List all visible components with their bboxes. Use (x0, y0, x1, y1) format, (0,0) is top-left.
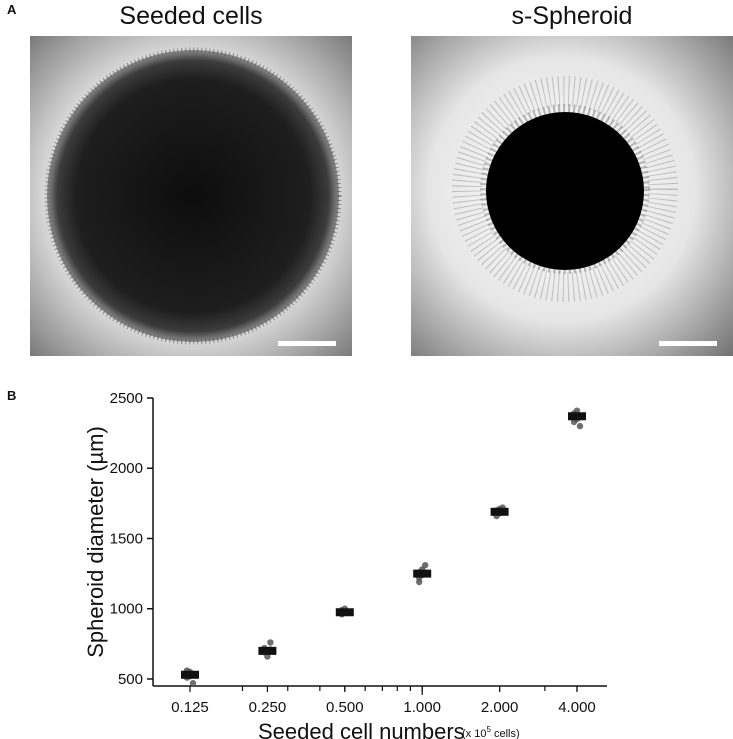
median-box (258, 646, 277, 655)
panel-a-letter: A (7, 2, 17, 17)
data-point (189, 679, 197, 687)
scale-bar (278, 341, 336, 346)
data-point (422, 561, 429, 569)
x-axis-unit: (x 105 cells) (462, 725, 520, 739)
median-box (413, 569, 432, 578)
data-point (416, 578, 423, 586)
s-spheroid-micrograph (411, 36, 733, 356)
data-point (264, 653, 271, 660)
data-point (576, 422, 584, 430)
x-tick-label: 0.250 (249, 699, 287, 716)
x-tick-label: 2.000 (481, 699, 519, 716)
s-spheroid-title: s-Spheroid (511, 2, 633, 30)
seeded-cells-title: Seeded cells (119, 2, 263, 30)
median-box (181, 670, 199, 679)
scale-bar (659, 341, 717, 346)
spheroid-diameter-chart: 500 1000 1500 2000 2500 0.125 0.250 0.500 1.000 2… (83, 390, 607, 739)
panel-b-letter: B (7, 388, 17, 403)
median-box (490, 507, 509, 516)
data-point (573, 407, 581, 414)
y-axis-title: Spheroid diameter (µm) (83, 426, 108, 658)
median-box (568, 412, 586, 421)
x-tick-label: 4.000 (558, 699, 596, 716)
x-axis-title: Seeded cell numbers (258, 719, 465, 739)
x-tick-label: 0.500 (326, 699, 364, 716)
y-tick-label: 1500 (110, 530, 143, 547)
median-box (335, 608, 354, 617)
y-tick-label: 1000 (110, 601, 143, 618)
data-point (267, 639, 274, 646)
y-tick-label: 2500 (110, 390, 143, 407)
x-tick-label: 0.125 (171, 699, 209, 716)
y-tick-label: 2000 (110, 460, 143, 477)
seeded-cells-micrograph (30, 36, 352, 356)
x-tick-label: 1.000 (403, 699, 441, 716)
y-tick-label: 500 (118, 671, 143, 688)
